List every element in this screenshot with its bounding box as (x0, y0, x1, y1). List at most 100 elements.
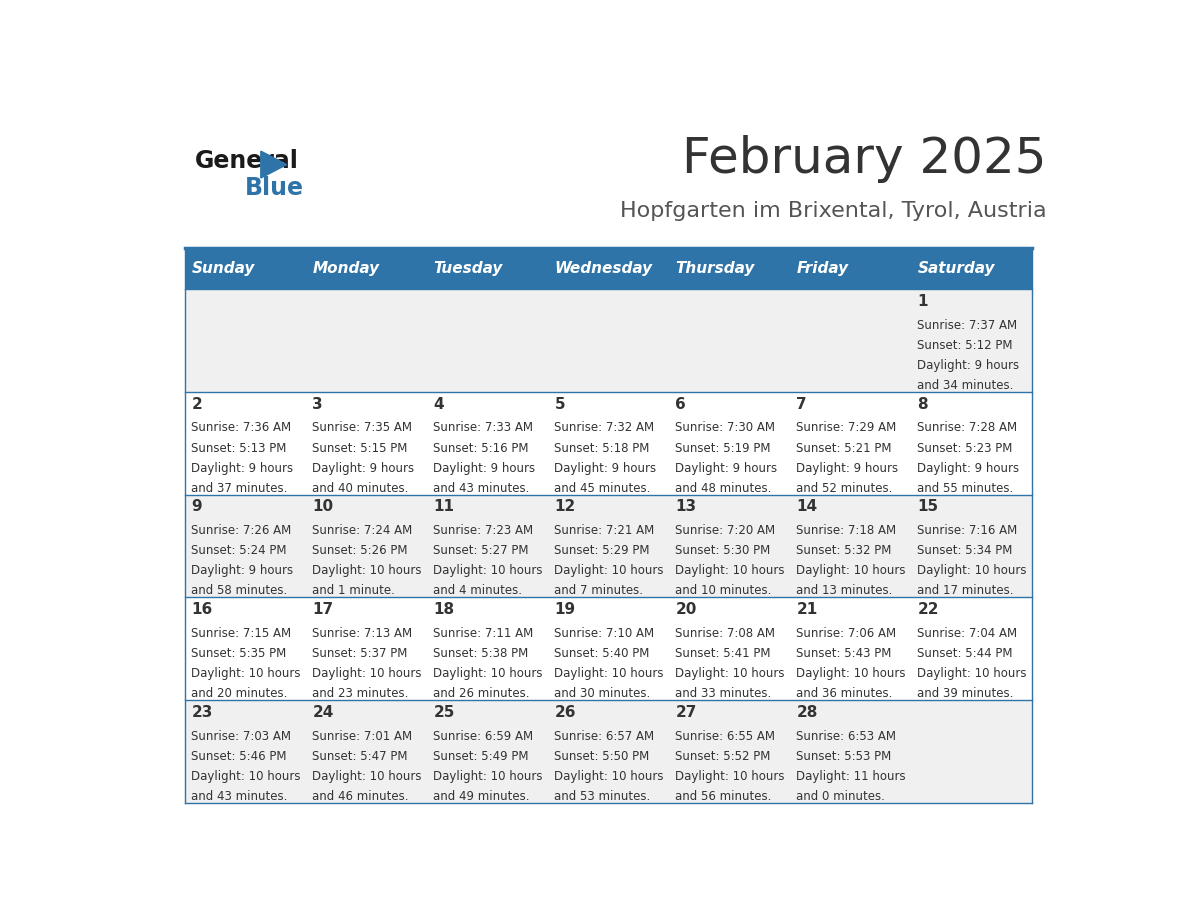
Text: 4: 4 (434, 397, 444, 411)
Text: Sunset: 5:18 PM: Sunset: 5:18 PM (555, 442, 650, 454)
Text: 12: 12 (555, 499, 576, 514)
Text: Sunset: 5:40 PM: Sunset: 5:40 PM (555, 647, 650, 660)
Text: and 52 minutes.: and 52 minutes. (796, 482, 893, 495)
Text: and 53 minutes.: and 53 minutes. (555, 789, 651, 803)
Text: Sunset: 5:49 PM: Sunset: 5:49 PM (434, 750, 529, 763)
Text: 9: 9 (191, 499, 202, 514)
Text: Sunset: 5:50 PM: Sunset: 5:50 PM (555, 750, 650, 763)
Polygon shape (261, 151, 286, 178)
Text: Daylight: 9 hours: Daylight: 9 hours (191, 462, 293, 475)
Text: Sunset: 5:13 PM: Sunset: 5:13 PM (191, 442, 286, 454)
Text: 18: 18 (434, 602, 455, 617)
Text: Sunrise: 7:33 AM: Sunrise: 7:33 AM (434, 421, 533, 434)
Text: Sunset: 5:47 PM: Sunset: 5:47 PM (312, 750, 407, 763)
Text: Sunset: 5:15 PM: Sunset: 5:15 PM (312, 442, 407, 454)
Text: Daylight: 10 hours: Daylight: 10 hours (676, 565, 785, 577)
Text: Daylight: 10 hours: Daylight: 10 hours (312, 770, 422, 783)
Text: Sunset: 5:38 PM: Sunset: 5:38 PM (434, 647, 529, 660)
Text: 28: 28 (796, 705, 817, 720)
Text: and 34 minutes.: and 34 minutes. (917, 379, 1013, 392)
Text: Sunrise: 7:01 AM: Sunrise: 7:01 AM (312, 730, 412, 743)
Text: 14: 14 (796, 499, 817, 514)
Text: Daylight: 10 hours: Daylight: 10 hours (434, 565, 543, 577)
Text: Sunrise: 7:13 AM: Sunrise: 7:13 AM (312, 627, 412, 640)
Text: Hopfgarten im Brixental, Tyrol, Austria: Hopfgarten im Brixental, Tyrol, Austria (620, 201, 1047, 220)
Text: Sunrise: 7:36 AM: Sunrise: 7:36 AM (191, 421, 291, 434)
Text: Daylight: 9 hours: Daylight: 9 hours (796, 462, 898, 475)
Text: 15: 15 (917, 499, 939, 514)
Text: Sunday: Sunday (191, 261, 254, 276)
Text: Sunrise: 7:16 AM: Sunrise: 7:16 AM (917, 524, 1018, 537)
Text: and 10 minutes.: and 10 minutes. (676, 585, 772, 598)
Text: Sunset: 5:35 PM: Sunset: 5:35 PM (191, 647, 286, 660)
Text: and 39 minutes.: and 39 minutes. (917, 688, 1013, 700)
Text: and 36 minutes.: and 36 minutes. (796, 688, 893, 700)
Text: 16: 16 (191, 602, 213, 617)
Text: 13: 13 (676, 499, 696, 514)
Text: 6: 6 (676, 397, 687, 411)
Text: 2: 2 (191, 397, 202, 411)
Text: Sunrise: 7:06 AM: Sunrise: 7:06 AM (796, 627, 897, 640)
Text: 27: 27 (676, 705, 697, 720)
Text: Daylight: 10 hours: Daylight: 10 hours (917, 667, 1026, 680)
Text: Sunset: 5:12 PM: Sunset: 5:12 PM (917, 339, 1013, 352)
Text: Sunrise: 7:24 AM: Sunrise: 7:24 AM (312, 524, 412, 537)
Text: Saturday: Saturday (917, 261, 994, 276)
Text: and 48 minutes.: and 48 minutes. (676, 482, 772, 495)
FancyBboxPatch shape (185, 700, 1032, 803)
Text: Daylight: 10 hours: Daylight: 10 hours (555, 565, 664, 577)
Text: Daylight: 9 hours: Daylight: 9 hours (555, 462, 657, 475)
Text: and 43 minutes.: and 43 minutes. (434, 482, 530, 495)
Text: Daylight: 10 hours: Daylight: 10 hours (312, 667, 422, 680)
Text: Sunrise: 7:18 AM: Sunrise: 7:18 AM (796, 524, 897, 537)
Text: General: General (195, 149, 298, 173)
Text: Sunset: 5:44 PM: Sunset: 5:44 PM (917, 647, 1013, 660)
Text: Daylight: 9 hours: Daylight: 9 hours (676, 462, 777, 475)
Text: and 26 minutes.: and 26 minutes. (434, 688, 530, 700)
Text: Daylight: 10 hours: Daylight: 10 hours (555, 770, 664, 783)
Text: Daylight: 10 hours: Daylight: 10 hours (796, 565, 906, 577)
Text: and 7 minutes.: and 7 minutes. (555, 585, 644, 598)
Text: Sunrise: 7:15 AM: Sunrise: 7:15 AM (191, 627, 291, 640)
Text: Sunset: 5:41 PM: Sunset: 5:41 PM (676, 647, 771, 660)
FancyBboxPatch shape (185, 248, 307, 289)
Text: 25: 25 (434, 705, 455, 720)
Text: 22: 22 (917, 602, 939, 617)
FancyBboxPatch shape (307, 248, 428, 289)
Text: February 2025: February 2025 (682, 135, 1047, 183)
Text: 20: 20 (676, 602, 697, 617)
FancyBboxPatch shape (185, 392, 1032, 495)
Text: and 46 minutes.: and 46 minutes. (312, 789, 409, 803)
Text: and 0 minutes.: and 0 minutes. (796, 789, 885, 803)
Text: Sunrise: 7:37 AM: Sunrise: 7:37 AM (917, 319, 1018, 331)
Text: 11: 11 (434, 499, 454, 514)
Text: 19: 19 (555, 602, 575, 617)
Text: Daylight: 10 hours: Daylight: 10 hours (676, 667, 785, 680)
Text: and 30 minutes.: and 30 minutes. (555, 688, 651, 700)
Text: Daylight: 10 hours: Daylight: 10 hours (917, 565, 1026, 577)
Text: Daylight: 10 hours: Daylight: 10 hours (434, 770, 543, 783)
Text: and 20 minutes.: and 20 minutes. (191, 688, 287, 700)
Text: Sunset: 5:19 PM: Sunset: 5:19 PM (676, 442, 771, 454)
FancyBboxPatch shape (669, 248, 790, 289)
Text: Wednesday: Wednesday (555, 261, 652, 276)
Text: 8: 8 (917, 397, 928, 411)
Text: Sunset: 5:16 PM: Sunset: 5:16 PM (434, 442, 529, 454)
Text: and 56 minutes.: and 56 minutes. (676, 789, 772, 803)
FancyBboxPatch shape (549, 248, 669, 289)
Text: Sunrise: 7:10 AM: Sunrise: 7:10 AM (555, 627, 655, 640)
Text: 1: 1 (917, 294, 928, 309)
Text: and 58 minutes.: and 58 minutes. (191, 585, 287, 598)
Text: Daylight: 10 hours: Daylight: 10 hours (191, 667, 301, 680)
Text: Tuesday: Tuesday (434, 261, 503, 276)
FancyBboxPatch shape (185, 289, 1032, 392)
Text: Daylight: 9 hours: Daylight: 9 hours (312, 462, 415, 475)
Text: Sunrise: 7:20 AM: Sunrise: 7:20 AM (676, 524, 776, 537)
Text: Daylight: 11 hours: Daylight: 11 hours (796, 770, 906, 783)
Text: Sunset: 5:26 PM: Sunset: 5:26 PM (312, 544, 407, 557)
Text: and 33 minutes.: and 33 minutes. (676, 688, 772, 700)
Text: Sunrise: 7:32 AM: Sunrise: 7:32 AM (555, 421, 655, 434)
Text: Sunrise: 7:11 AM: Sunrise: 7:11 AM (434, 627, 533, 640)
Text: Monday: Monday (312, 261, 379, 276)
Text: 17: 17 (312, 602, 334, 617)
